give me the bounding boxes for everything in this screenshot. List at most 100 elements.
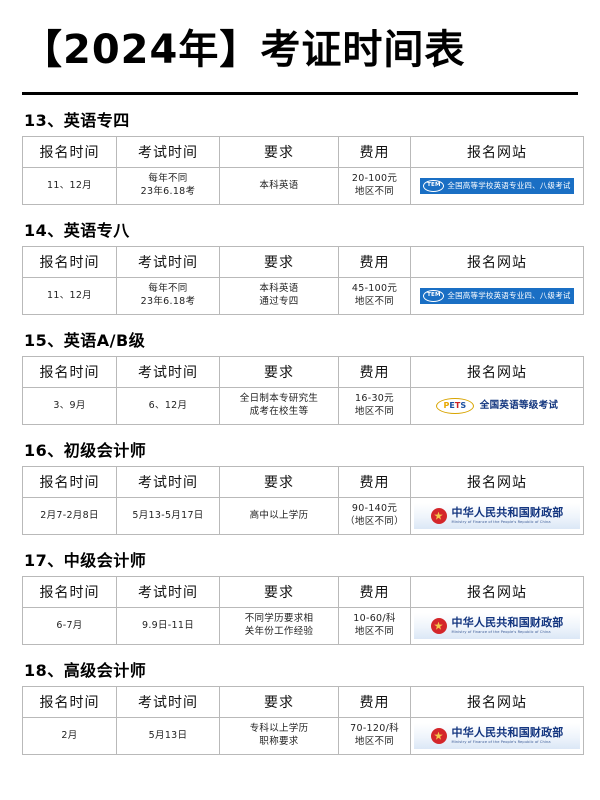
cell-fee-line: 90-140元: [351, 503, 398, 515]
exam-table: 报名时间 考试时间 要求 费用 报名网站 6-7月 9.9日-11日 不同学历要求相 关年份工作…: [22, 576, 584, 645]
table-row: 11、12月 每年不同 23年6.18考 本科英语 通过专四 45-100元 地区不同 TEM…: [22, 277, 584, 315]
section-heading: 15、英语A/B级: [24, 331, 146, 350]
exam-section: 13、英语专四 报名时间 考试时间 要求 费用 报名网站 11、12月 每年不同 23年6.18…: [22, 107, 584, 205]
registration-badge-tem[interactable]: TEM 全国高等学校英语专业四、八级考试: [420, 288, 574, 304]
cell-requirement-line: 成考在校生等: [249, 406, 309, 417]
registration-badge-label: 中华人民共和国财政部: [451, 616, 564, 630]
column-header-3: 要求: [219, 136, 339, 168]
cell-fee-line: 10-60/科: [353, 613, 396, 625]
registration-badge-label: 全国英语等级考试: [479, 399, 559, 411]
page-title: 【2024年】考证时间表: [22, 27, 466, 73]
table-header-row: 报名时间 考试时间 要求 费用 报名网站: [22, 576, 584, 608]
cell-registration-site[interactable]: 中华人民共和国财政部 Ministry of Finance of the Peo…: [410, 607, 584, 645]
cell-exam-time-line: 9.9日-11日: [141, 619, 195, 631]
column-header-1: 报名时间: [22, 686, 117, 718]
section-heading: 14、英语专八: [24, 221, 130, 240]
cell-exam-time: 5月13日: [116, 717, 220, 755]
cell-requirement: 高中以上学历: [219, 497, 339, 535]
mof-text-block: 中华人民共和国财政部 Ministry of Finance of the Peo…: [452, 727, 564, 744]
cell-signup-time: 3、9月: [22, 387, 117, 425]
cell-exam-time-line: 每年不同: [148, 283, 188, 295]
cell-registration-site[interactable]: TEM 全国高等学校英语专业四、八级考试: [410, 167, 584, 205]
cell-registration-site[interactable]: 中华人民共和国财政部 Ministry of Finance of the Peo…: [410, 717, 584, 755]
column-header-4: 费用: [338, 356, 411, 388]
cell-fee-line: 地区不同: [354, 406, 395, 417]
column-header-4: 费用: [338, 136, 411, 168]
exam-table: 报名时间 考试时间 要求 费用 报名网站 2月 5月13日 专科以上学历 职称要求 70-120/…: [22, 686, 584, 755]
tem-logo-icon: TEM: [423, 180, 445, 192]
cell-fee-line: 16-30元: [355, 393, 394, 405]
exam-table: 报名时间 考试时间 要求 费用 报名网站 11、12月 每年不同 23年6.18考 本科英语 通过…: [22, 246, 584, 315]
registration-badge-tem[interactable]: TEM 全国高等学校英语专业四、八级考试: [420, 178, 574, 194]
cell-fee: 70-120/科 地区不同: [338, 717, 411, 755]
column-header-4: 费用: [338, 246, 411, 278]
cell-exam-time-line: 6、12月: [148, 399, 188, 411]
cell-signup-time-line: 2月7-2月8日: [40, 509, 99, 521]
cell-requirement-line: 高中以上学历: [249, 509, 309, 521]
column-header-1: 报名时间: [22, 466, 117, 498]
table-header-row: 报名时间 考试时间 要求 费用 报名网站: [22, 466, 584, 498]
column-header-3: 要求: [219, 466, 339, 498]
cell-fee: 10-60/科 地区不同: [338, 607, 411, 645]
column-header-4: 费用: [338, 466, 411, 498]
cell-requirement-line: 职称要求: [259, 736, 299, 747]
section-heading: 17、中级会计师: [24, 551, 147, 570]
cell-requirement-line: 专科以上学历: [249, 723, 309, 735]
tem-logo-icon: TEM: [423, 290, 445, 302]
column-header-3: 要求: [219, 686, 339, 718]
column-header-3: 要求: [219, 356, 339, 388]
table-row: 6-7月 9.9日-11日 不同学历要求相 关年份工作经验 10-60/科 地区不同 中华人…: [22, 607, 584, 645]
cell-fee-line: 地区不同: [354, 296, 395, 307]
registration-badge-label: 全国高等学校英语专业四、八级考试: [447, 290, 571, 300]
cell-fee: 20-100元 地区不同: [338, 167, 411, 205]
cell-registration-site[interactable]: TEM 全国高等学校英语专业四、八级考试: [410, 277, 584, 315]
national-emblem-icon: [430, 508, 447, 524]
cell-fee-line: 20-100元: [351, 173, 398, 185]
cell-fee-line: 地区不同: [354, 736, 395, 747]
cell-registration-site[interactable]: P E T S 全国英语等级考试: [410, 387, 584, 425]
cell-requirement: 不同学历要求相 关年份工作经验: [219, 607, 339, 645]
cell-fee: 16-30元 地区不同: [338, 387, 411, 425]
section-heading: 18、高级会计师: [24, 661, 147, 680]
cell-requirement-line: 通过专四: [259, 296, 299, 307]
cell-requirement: 专科以上学历 职称要求: [219, 717, 339, 755]
cell-exam-time: 每年不同 23年6.18考: [116, 167, 220, 205]
section-heading: 16、初级会计师: [24, 441, 147, 460]
cell-requirement-line: 关年份工作经验: [244, 626, 314, 637]
cell-requirement-line: 不同学历要求相: [244, 613, 314, 625]
registration-badge-label: 中华人民共和国财政部: [451, 726, 564, 740]
cell-signup-time: 11、12月: [22, 167, 117, 205]
cell-registration-site[interactable]: 中华人民共和国财政部 Ministry of Finance of the Peo…: [410, 497, 584, 535]
table-row: 2月 5月13日 专科以上学历 职称要求 70-120/科 地区不同 中华人民共和国财政部 M…: [22, 717, 584, 755]
table-header-row: 报名时间 考试时间 要求 费用 报名网站: [22, 136, 584, 168]
cell-exam-time-line: 5月13日: [148, 729, 188, 741]
cell-signup-time-line: 3、9月: [53, 399, 86, 411]
column-header-3: 要求: [219, 576, 339, 608]
column-header-2: 考试时间: [116, 136, 220, 168]
cell-signup-time: 2月7-2月8日: [22, 497, 117, 535]
registration-badge-pets[interactable]: P E T S 全国英语等级考试: [422, 397, 572, 415]
cell-requirement: 全日制本专研究生 成考在校生等: [219, 387, 339, 425]
cell-fee-line: 70-120/科: [350, 723, 399, 735]
cell-fee-line: （地区不同）: [345, 516, 404, 527]
cell-exam-time-line: 5月13-5月17日: [132, 509, 204, 521]
title-divider: [22, 92, 578, 95]
cell-fee: 45-100元 地区不同: [338, 277, 411, 315]
exam-section: 17、中级会计师报名时间 考试时间 要求 费用 报名网站 6-7月 9.9日-11日 不同学历…: [22, 547, 584, 645]
column-header-5: 报名网站: [410, 356, 584, 388]
column-header-3: 要求: [219, 246, 339, 278]
cell-requirement: 本科英语: [219, 167, 339, 205]
cell-signup-time-line: 11、12月: [47, 289, 92, 301]
exam-section: 16、初级会计师报名时间 考试时间 要求 费用 报名网站 2月7-2月8日 5月13-5月1…: [22, 437, 584, 535]
registration-badge-sublabel: Ministry of Finance of the People's Repu…: [451, 739, 551, 744]
cell-signup-time-line: 6-7月: [56, 619, 83, 631]
column-header-1: 报名时间: [22, 356, 117, 388]
registration-badge-mof[interactable]: 中华人民共和国财政部 Ministry of Finance of the Peo…: [414, 503, 580, 529]
registration-badge-label: 中华人民共和国财政部: [451, 506, 564, 520]
registration-badge-mof[interactable]: 中华人民共和国财政部 Ministry of Finance of the Peo…: [414, 613, 580, 639]
cell-fee-line: 45-100元: [351, 283, 398, 295]
registration-badge-mof[interactable]: 中华人民共和国财政部 Ministry of Finance of the Peo…: [414, 723, 580, 749]
table-row: 3、9月 6、12月 全日制本专研究生 成考在校生等 16-30元 地区不同 P E T S 全国英…: [22, 387, 584, 425]
cell-requirement-line: 本科英语: [259, 283, 299, 295]
